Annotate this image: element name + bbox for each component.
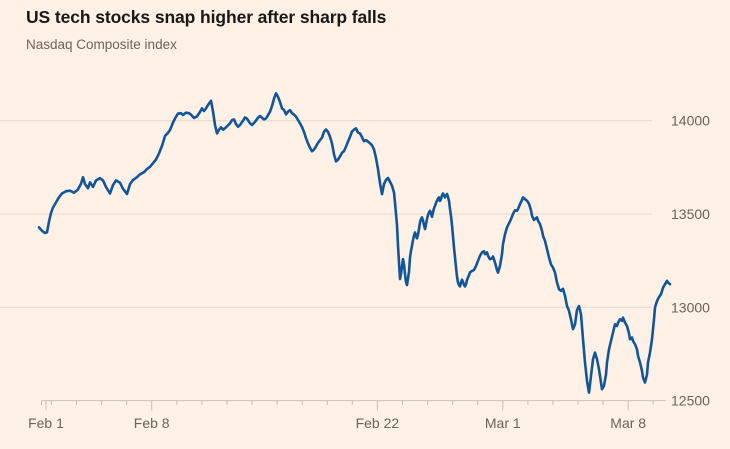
y-axis-label-14000: 14000 — [671, 113, 710, 129]
y-axis-label-12500: 12500 — [671, 393, 710, 409]
chart-title: US tech stocks snap higher after sharp f… — [26, 7, 387, 27]
x-axis-label: Mar 8 — [610, 415, 646, 431]
x-axis-label: Feb 8 — [134, 415, 170, 431]
x-axis-label: Feb 22 — [356, 415, 400, 431]
x-axis-label: Mar 1 — [485, 415, 521, 431]
y-axis-label-13500: 13500 — [671, 206, 710, 222]
y-axis-label-13000: 13000 — [671, 299, 710, 315]
nasdaq-price-line — [37, 92, 672, 394]
x-axis-label: Feb 1 — [28, 415, 64, 431]
chart-subtitle: Nasdaq Composite index — [26, 37, 177, 52]
